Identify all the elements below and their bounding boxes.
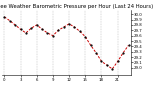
Title: Milwaukee Weather Barometric Pressure per Hour (Last 24 Hours): Milwaukee Weather Barometric Pressure pe… bbox=[0, 4, 154, 9]
